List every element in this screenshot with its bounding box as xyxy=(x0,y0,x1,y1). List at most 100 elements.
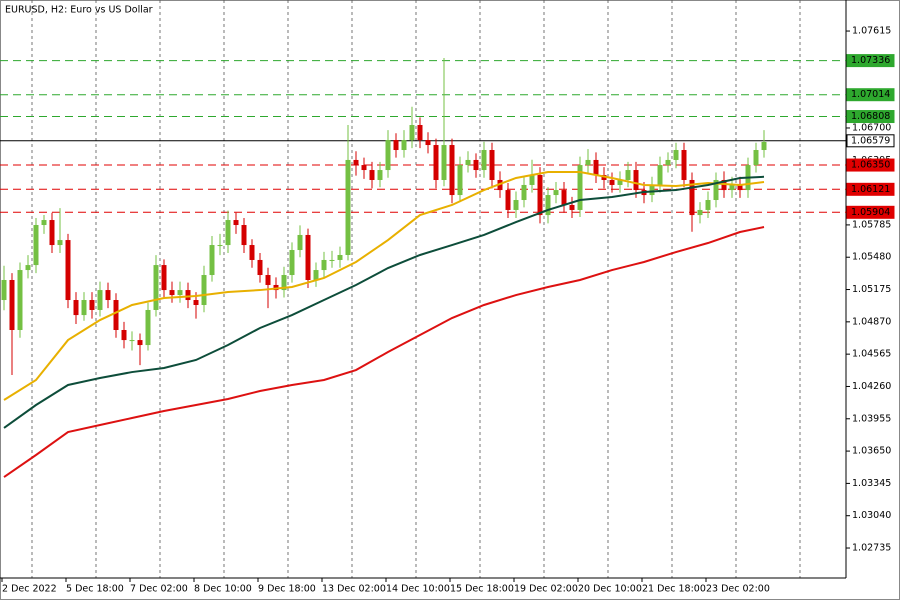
candle-body xyxy=(201,275,207,305)
y-tick-label: 1.02735 xyxy=(852,543,891,554)
candle-body xyxy=(353,159,359,166)
candle-body xyxy=(553,190,559,196)
level-label: 1.07336 xyxy=(851,55,890,66)
candle-body xyxy=(681,150,687,180)
candle-body xyxy=(521,184,527,201)
y-tick-label: 1.06700 xyxy=(852,122,891,133)
candle-body xyxy=(569,204,575,210)
candle-body xyxy=(417,125,423,141)
candle-body xyxy=(209,245,215,276)
x-tick-label: 9 Dec 18:00 xyxy=(258,584,316,595)
candle-body xyxy=(313,270,319,280)
candle-body xyxy=(305,234,311,280)
candle-body xyxy=(241,225,247,246)
candle-body xyxy=(185,290,191,301)
candle-body xyxy=(593,159,599,176)
candle-body xyxy=(561,190,567,205)
x-tick-label: 7 Dec 02:00 xyxy=(130,584,188,595)
candle-body xyxy=(225,220,231,246)
candle-body xyxy=(401,140,407,151)
moving-average xyxy=(3,226,765,478)
candle-body xyxy=(25,265,31,271)
level-label: 1.06350 xyxy=(851,160,890,171)
candle-body xyxy=(369,170,375,180)
candle-body xyxy=(673,150,679,160)
candle-body xyxy=(729,184,735,191)
candle-body xyxy=(441,145,447,180)
candle-body xyxy=(161,265,167,291)
y-tick-label: 1.07615 xyxy=(852,26,891,37)
level-label: 1.06579 xyxy=(851,135,890,146)
y-tick-label: 1.05480 xyxy=(852,252,891,263)
candle-body xyxy=(465,159,471,166)
x-tick-label: 15 Dec 18:00 xyxy=(450,584,514,595)
y-tick-label: 1.04870 xyxy=(852,316,891,327)
candle-body xyxy=(17,270,23,330)
candle-body xyxy=(129,340,135,342)
candle-body xyxy=(425,140,431,146)
x-tick-label: 21 Dec 18:00 xyxy=(642,584,706,595)
candle-body xyxy=(489,150,495,180)
candle-body xyxy=(345,159,351,255)
candle-body xyxy=(169,290,175,296)
level-tag xyxy=(846,88,895,102)
chart-title: EURUSD, H2: Euro vs US Dollar xyxy=(5,5,153,16)
candle-body xyxy=(633,170,639,191)
candle-body xyxy=(433,145,439,180)
y-tick-label: 1.04565 xyxy=(852,349,891,360)
y-tick-label: 1.04260 xyxy=(852,381,891,392)
moving-average xyxy=(3,171,765,401)
level-tag xyxy=(846,134,895,148)
candle-body xyxy=(265,275,271,285)
x-tick-label: 2 Dec 2022 xyxy=(2,584,57,595)
moving-average xyxy=(3,175,765,429)
candle-body xyxy=(377,170,383,180)
candle-body xyxy=(145,309,151,346)
candle-body xyxy=(113,300,119,330)
candle-body xyxy=(57,240,63,246)
candle-body xyxy=(409,125,415,141)
candle-body xyxy=(665,159,671,166)
candle-body xyxy=(713,179,719,201)
candle-body xyxy=(193,300,199,305)
candle-body xyxy=(281,275,287,291)
level-label: 1.06808 xyxy=(851,111,890,122)
candle-body xyxy=(721,179,727,191)
candle-body xyxy=(473,159,479,171)
candle-body xyxy=(337,254,343,260)
candle-body xyxy=(585,159,591,166)
candle-body xyxy=(737,184,743,191)
level-tag xyxy=(846,158,895,172)
candle-body xyxy=(329,259,335,261)
x-tick-label: 23 Dec 02:00 xyxy=(706,584,770,595)
candle-body xyxy=(753,150,759,166)
x-tick-label: 20 Dec 10:00 xyxy=(578,584,642,595)
candle-body xyxy=(177,290,183,296)
x-tick-label: 8 Dec 10:00 xyxy=(194,584,252,595)
candle-body xyxy=(289,250,295,276)
candle-body xyxy=(137,340,143,346)
candle-body xyxy=(649,184,655,196)
candle-body xyxy=(481,150,487,171)
candle-body xyxy=(73,300,79,316)
candle-body xyxy=(505,190,511,210)
level-label: 1.06121 xyxy=(851,184,890,195)
level-tag xyxy=(846,182,895,196)
candle-body xyxy=(609,179,615,185)
y-tick-label: 1.03650 xyxy=(852,446,891,457)
level-label: 1.05904 xyxy=(851,207,890,218)
level-tag xyxy=(846,110,895,124)
candle-body xyxy=(705,200,711,210)
candle-body xyxy=(689,179,695,216)
candle-body xyxy=(297,234,303,251)
candle-body xyxy=(361,165,367,171)
y-tick-label: 1.03040 xyxy=(852,510,891,521)
x-tick-label: 14 Dec 10:00 xyxy=(386,584,450,595)
candle-body xyxy=(97,290,103,310)
level-label: 1.07014 xyxy=(851,89,890,100)
candle-body xyxy=(81,300,87,316)
candle-body xyxy=(545,195,551,216)
candle-body xyxy=(1,279,7,301)
